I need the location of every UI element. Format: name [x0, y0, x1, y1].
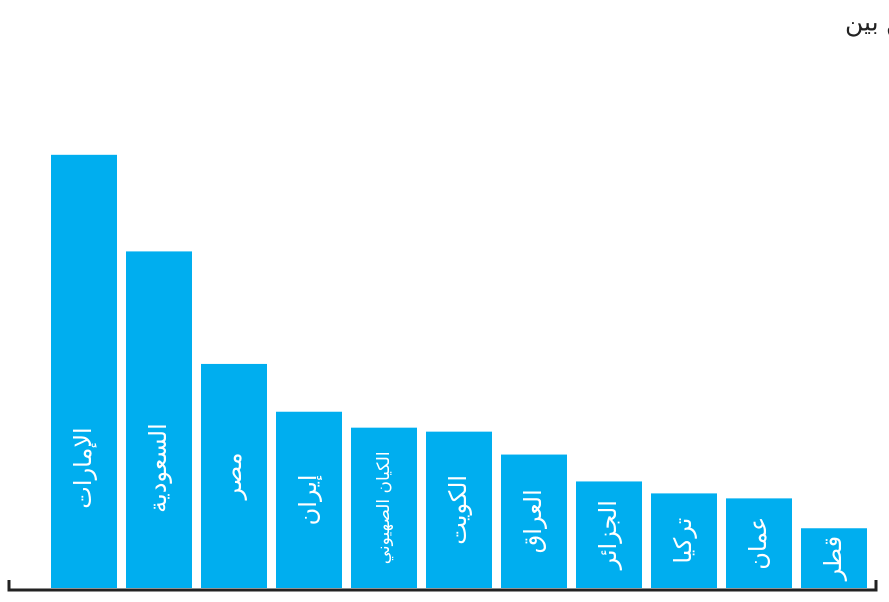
- bar: [51, 154, 117, 588]
- axis-line: [7, 580, 878, 592]
- bar-label: إيران: [294, 474, 323, 525]
- bar: [726, 498, 792, 588]
- bar-label: الكيان الصهيوني: [374, 451, 394, 564]
- bar-label: الكويت: [444, 475, 472, 545]
- bar-label: عمان: [744, 517, 772, 570]
- bar: [651, 493, 717, 588]
- bar: [351, 427, 417, 588]
- bar: [276, 411, 342, 588]
- baseline: [7, 580, 878, 592]
- bar-label: الإمارات: [69, 427, 97, 508]
- bar-label: الجزائر: [594, 500, 622, 570]
- bar-label: مصر: [219, 453, 247, 501]
- bar: [426, 431, 492, 588]
- bar: [201, 363, 267, 588]
- bar-label: قطر: [819, 536, 847, 581]
- bar: [126, 251, 192, 589]
- bar-label: السعودية: [144, 423, 172, 513]
- chart-title: أكبر الاستثمارات والعقود الصينية في المن…: [845, 5, 889, 38]
- bar: [576, 481, 642, 588]
- bar-label: تركيا: [669, 518, 697, 564]
- bar-label: العراق: [519, 489, 547, 553]
- bar: [801, 528, 867, 588]
- bar: [501, 454, 567, 588]
